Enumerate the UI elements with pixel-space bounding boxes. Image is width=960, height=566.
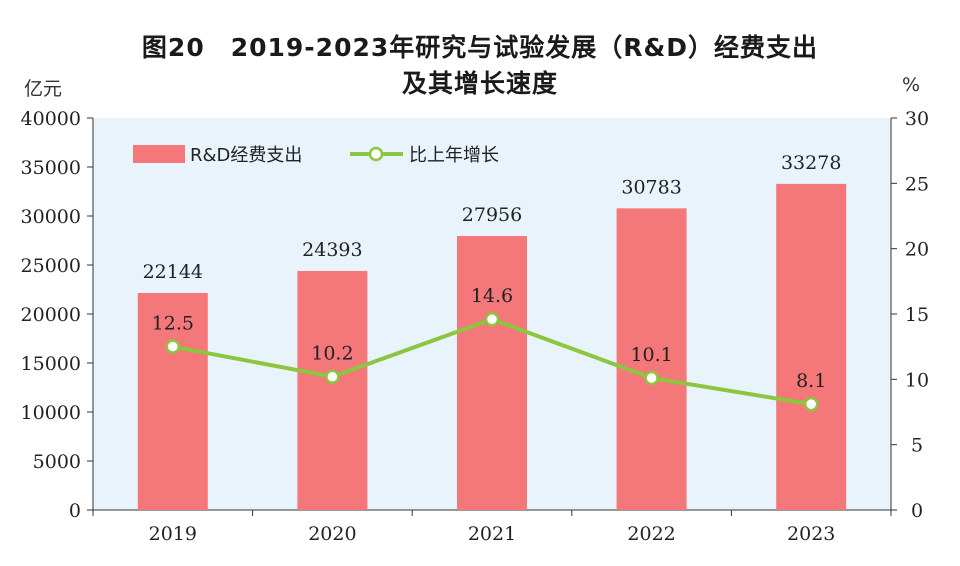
left-tick-label: 10000 <box>21 402 81 424</box>
x-tick-label: 2020 <box>308 523 356 545</box>
growth-point <box>325 369 340 384</box>
x-tick-label: 2023 <box>787 523 835 545</box>
growth-point <box>165 339 181 354</box>
bar-value-label: 27956 <box>462 204 522 226</box>
right-tick-label: 10 <box>905 369 929 391</box>
right-tick-label: 0 <box>911 500 923 522</box>
legend-line-marker <box>368 146 384 162</box>
growth-value-label: 10.1 <box>630 344 672 366</box>
right-tick-label: 25 <box>905 173 929 195</box>
growth-point <box>484 311 500 327</box>
chart-title-line2: 及其增长速度 <box>401 69 558 98</box>
legend-line-label: 比上年增长 <box>409 145 499 166</box>
left-tick-label: 5000 <box>33 451 81 473</box>
bar <box>457 236 527 511</box>
left-tick-label: 35000 <box>21 157 81 179</box>
bar-value-label: 30783 <box>621 176 681 198</box>
bar <box>137 292 208 510</box>
growth-value-label: 14.6 <box>471 285 513 307</box>
left-tick-label: 15000 <box>21 353 81 375</box>
bar <box>776 183 847 510</box>
bar-value-label: 24393 <box>302 239 362 261</box>
x-tick-label: 2022 <box>627 523 675 545</box>
x-tick-label: 2019 <box>149 523 197 545</box>
right-tick-label: 15 <box>905 304 929 326</box>
right-tick-label: 5 <box>911 435 923 457</box>
chart-title-line1: 图20 2019-2023年研究与试验发展（R&D）经费支出 <box>141 33 819 62</box>
growth-value-label: 8.1 <box>796 370 826 392</box>
growth-point <box>803 396 819 412</box>
right-tick-label: 30 <box>905 108 929 130</box>
x-tick-label: 2021 <box>468 523 516 545</box>
bar <box>297 270 368 510</box>
bar-value-label: 33278 <box>781 152 841 174</box>
left-tick-label: 40000 <box>21 108 81 130</box>
bar <box>616 208 687 510</box>
right-axis-unit: % <box>902 74 921 96</box>
right-tick-label: 20 <box>905 239 929 261</box>
legend-bar-swatch <box>133 145 185 163</box>
growth-value-label: 10.2 <box>311 343 353 365</box>
left-tick-label: 30000 <box>21 206 81 228</box>
left-axis-unit: 亿元 <box>24 78 63 100</box>
left-tick-label: 20000 <box>21 304 81 326</box>
left-tick-label: 0 <box>69 500 81 522</box>
legend-bar-label: R&D经费支出 <box>190 145 302 166</box>
growth-point <box>644 370 659 386</box>
left-tick-label: 25000 <box>21 255 81 277</box>
growth-value-label: 12.5 <box>152 313 194 335</box>
bar-value-label: 22144 <box>143 261 203 283</box>
